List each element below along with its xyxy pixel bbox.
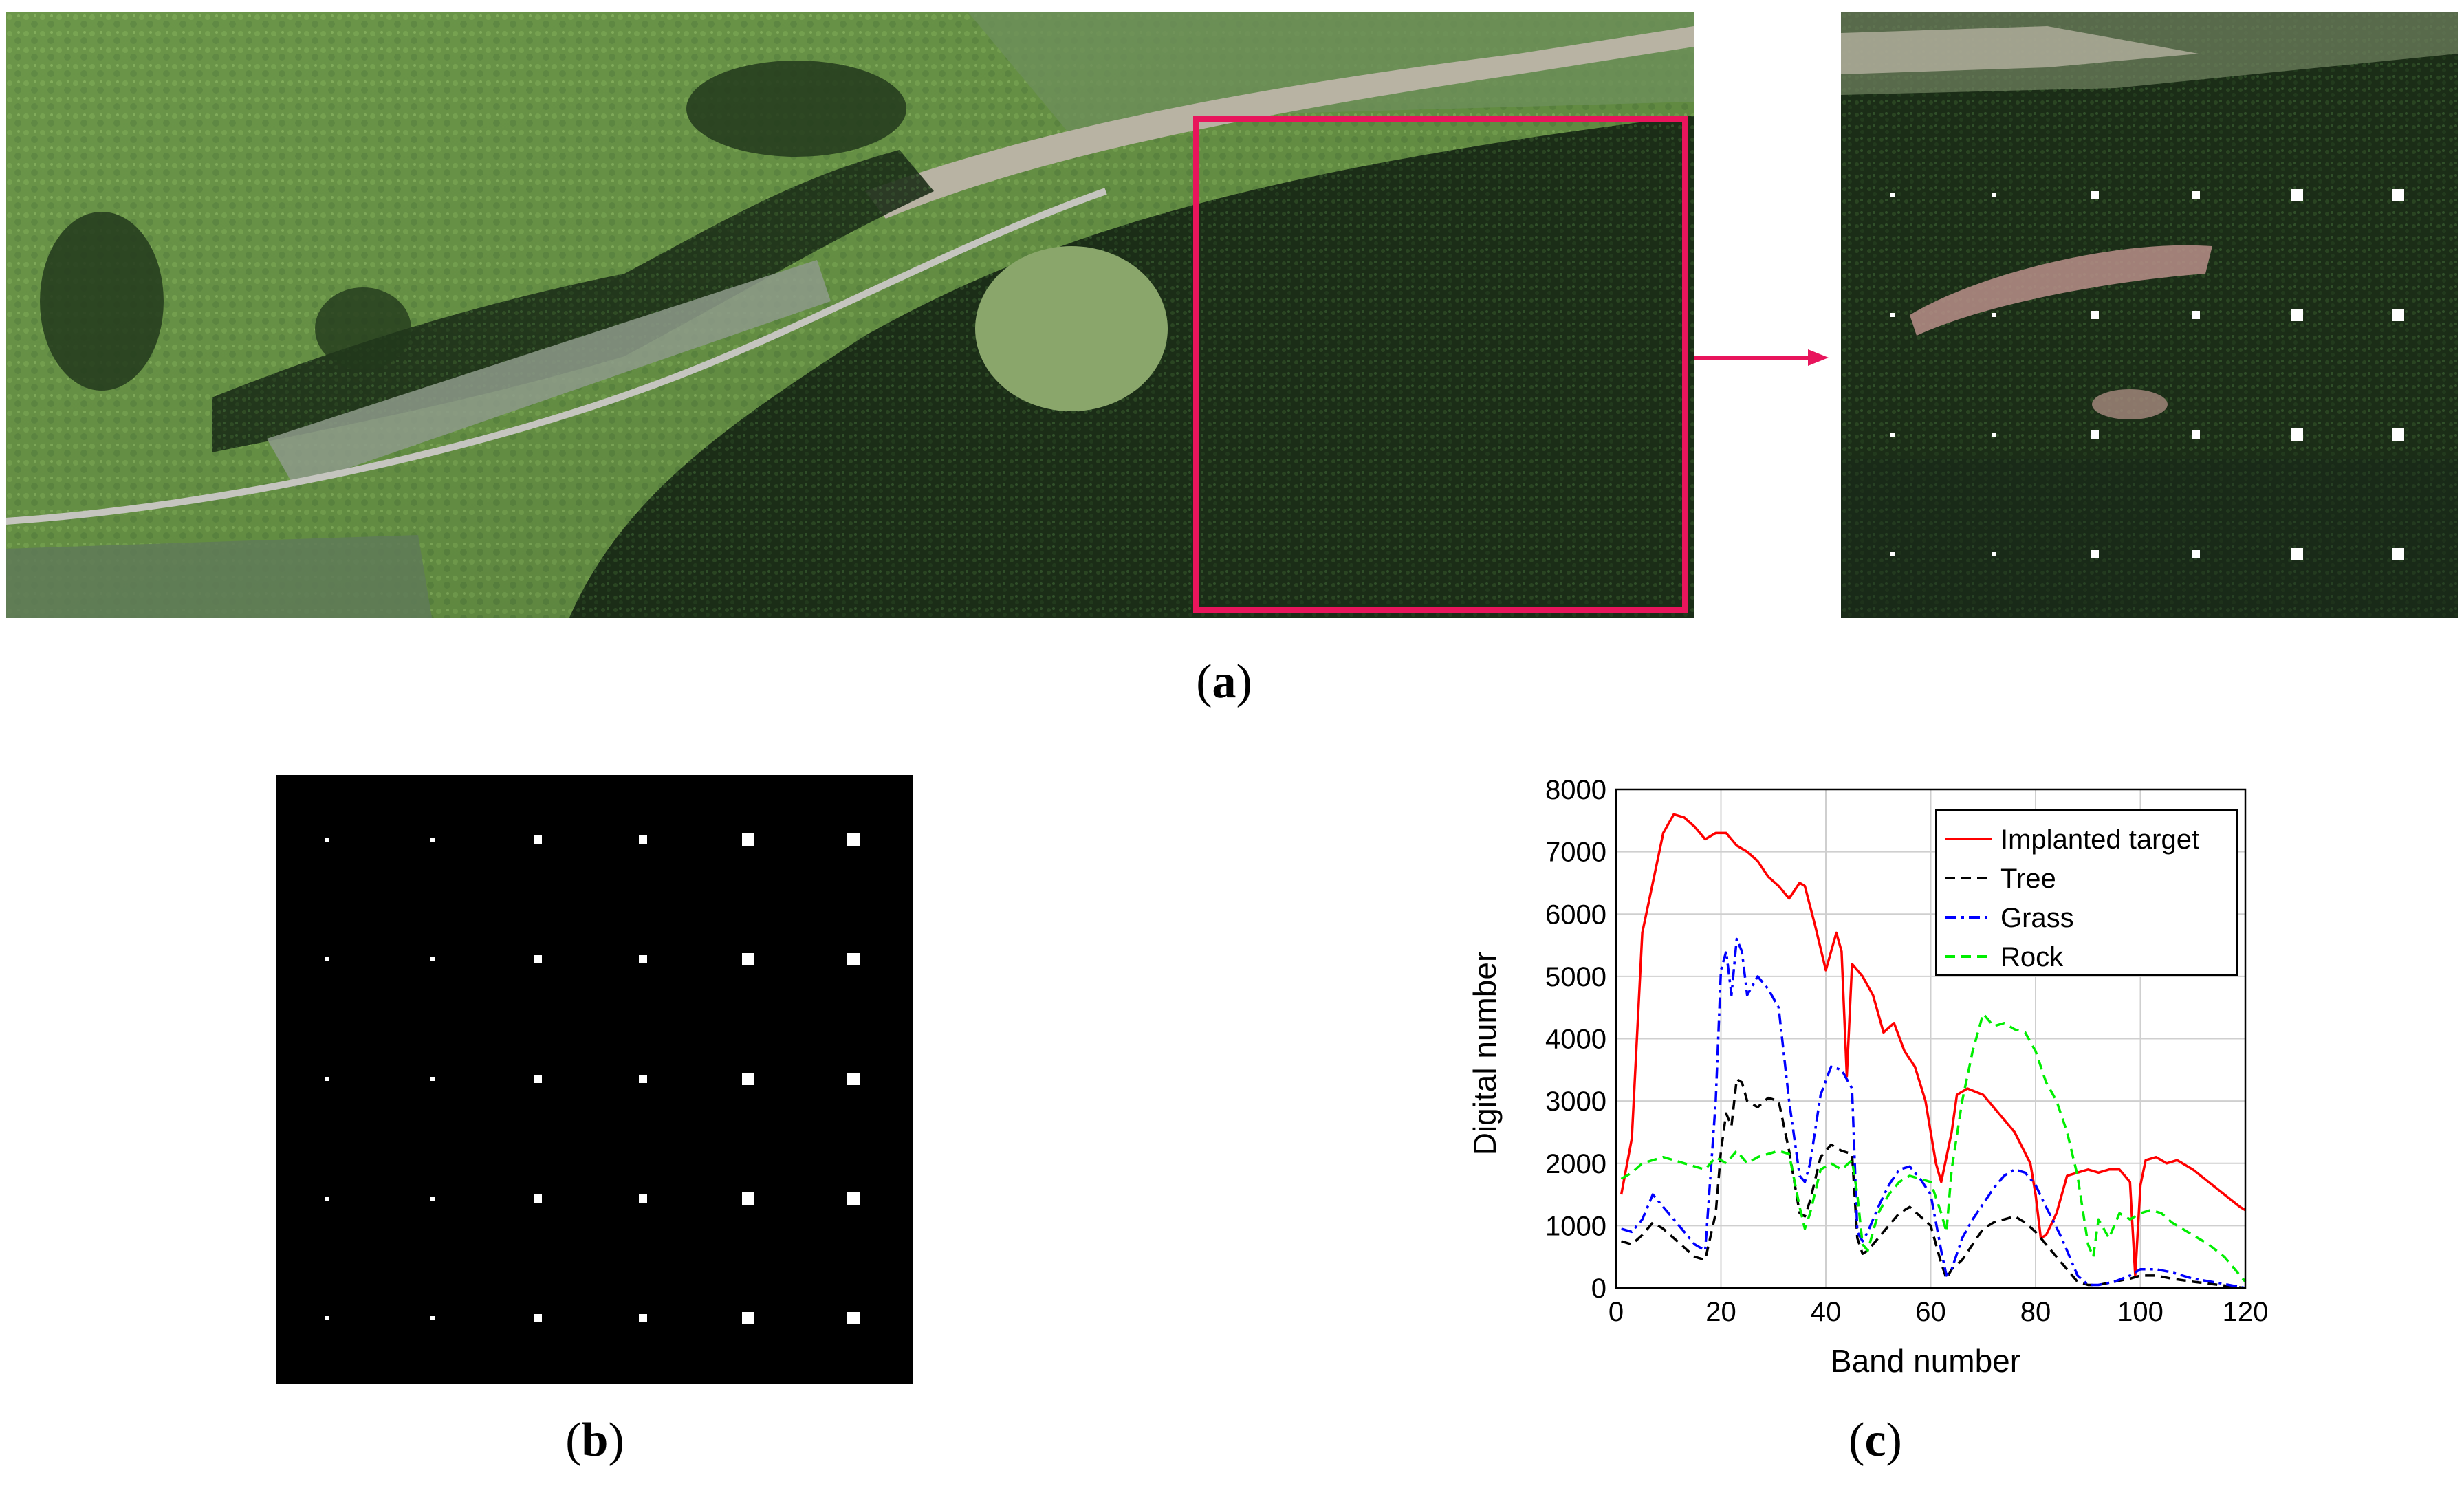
x-tick-label: 60	[1915, 1297, 1946, 1327]
y-tick-label: 5000	[1545, 962, 1606, 992]
zoom-target-r2c5	[2291, 309, 2303, 321]
y-tick-label: 8000	[1545, 775, 1606, 805]
target-square-r4c2	[430, 1197, 435, 1201]
zoom-target-r2c1	[1890, 313, 1895, 317]
chart-legend: Implanted target Tree Grass Rock	[1935, 809, 2238, 976]
zoom-target-r2c4	[2192, 311, 2200, 319]
target-square-r1c3	[534, 835, 542, 844]
legend-label: Rock	[2000, 942, 2064, 972]
target-square-r3c4	[639, 1075, 647, 1083]
x-tick-label: 120	[2223, 1297, 2269, 1327]
target-square-r1c5	[742, 833, 754, 846]
target-square-r2c2	[430, 957, 435, 961]
target-square-r4c4	[639, 1194, 647, 1203]
y-tick-label: 7000	[1545, 838, 1606, 868]
legend-label: Grass	[2000, 903, 2074, 933]
zoom-target-r4c5	[2291, 548, 2303, 560]
target-square-r5c1	[325, 1316, 329, 1320]
satellite-image	[5, 12, 1694, 618]
target-square-r2c1	[325, 957, 329, 961]
x-axis-label: Band number	[1831, 1343, 2020, 1379]
zoom-region-box	[1193, 116, 1688, 613]
target-square-r4c3	[534, 1194, 542, 1203]
zoom-target-r4c4	[2192, 550, 2200, 558]
series-line-grass	[1621, 937, 2246, 1289]
y-tick-label: 3000	[1545, 1086, 1606, 1117]
zoom-target-r2c3	[2091, 311, 2099, 319]
panel-b-target-map	[276, 775, 913, 1384]
spectral-chart: 0 20 40 60 80 100 120 0 1000 2000 3000 4000 5000 6000…	[1467, 775, 2268, 1379]
target-square-r3c6	[847, 1073, 860, 1085]
y-axis-label: Digital number	[1467, 952, 1503, 1156]
zoom-target-r2c2	[1992, 313, 1996, 317]
target-square-r2c3	[534, 955, 542, 963]
target-square-r3c1	[325, 1077, 329, 1081]
zoom-target-r1c1	[1890, 193, 1895, 197]
x-tick-label: 40	[1811, 1297, 1842, 1327]
target-square-r1c6	[847, 833, 860, 846]
legend-label: Tree	[2000, 864, 2056, 894]
target-square-r1c1	[325, 838, 329, 842]
y-tick-label: 4000	[1545, 1025, 1606, 1055]
x-tick-label: 80	[2020, 1297, 2051, 1327]
zoomed-scene	[1841, 12, 2458, 618]
series-line-implanted-target	[1620, 813, 2246, 1277]
zoom-target-r1c6	[2392, 189, 2404, 201]
target-square-r3c2	[430, 1077, 435, 1081]
plot-frame	[1615, 788, 2247, 1289]
zoom-target-r1c5	[2291, 189, 2303, 201]
zoom-target-r4c6	[2392, 548, 2404, 560]
target-square-r1c2	[430, 838, 435, 842]
panel-b-caption: (b)	[565, 1414, 624, 1467]
zoom-target-r1c2	[1992, 193, 1996, 197]
zoom-target-r4c2	[1992, 552, 1996, 556]
zoom-target-r3c1	[1890, 433, 1895, 437]
y-tick-label: 6000	[1545, 899, 1606, 930]
zoomed-targets	[1890, 189, 2404, 560]
y-tick-label: 2000	[1545, 1149, 1606, 1179]
target-square-r5c4	[639, 1314, 647, 1322]
zoom-target-r4c3	[2091, 550, 2099, 558]
arrow-icon	[1694, 349, 1829, 366]
target-square-r5c5	[742, 1312, 754, 1324]
series-line-tree	[1621, 1078, 2246, 1289]
target-square-r4c1	[325, 1197, 329, 1201]
panel-c-caption: (c)	[1849, 1414, 1902, 1467]
x-tick-label: 0	[1609, 1297, 1624, 1327]
target-square-r5c6	[847, 1312, 860, 1324]
zoom-target-r3c5	[2291, 428, 2303, 441]
target-square-r5c3	[534, 1314, 542, 1322]
zoom-target-r3c3	[2091, 430, 2099, 439]
zoom-target-r3c6	[2392, 428, 2404, 441]
zoom-target-r1c3	[2091, 191, 2099, 199]
target-square-r2c5	[742, 953, 754, 965]
target-square-r2c6	[847, 953, 860, 965]
target-map-grid	[325, 833, 860, 1324]
target-square-r2c4	[639, 955, 647, 963]
target-square-r3c3	[534, 1075, 542, 1083]
target-square-r4c5	[742, 1192, 754, 1205]
x-tick-label: 100	[2117, 1297, 2163, 1327]
legend-label: Implanted target	[2000, 824, 2199, 855]
zoom-target-r2c6	[2392, 309, 2404, 321]
x-tick-label: 20	[1705, 1297, 1736, 1327]
chart-series	[1620, 813, 2247, 1289]
zoom-target-r1c4	[2192, 191, 2200, 199]
chart-ticks: 0 20 40 60 80 100 120 0 1000 2000 3000 4000 5000 6000…	[1545, 775, 2268, 1327]
target-square-r4c6	[847, 1192, 860, 1205]
target-square-r3c5	[742, 1073, 754, 1085]
panel-a-scene	[5, 12, 1694, 618]
zoom-target-r4c1	[1890, 552, 1895, 556]
panel-a-caption: (a)	[1196, 655, 1252, 708]
zoom-target-r3c4	[2192, 430, 2200, 439]
zoomed-image	[1841, 12, 2458, 618]
target-square-r5c2	[430, 1316, 435, 1320]
target-square-r1c4	[639, 835, 647, 844]
zoom-target-r3c2	[1992, 433, 1996, 437]
y-tick-label: 1000	[1545, 1211, 1606, 1241]
y-tick-label: 0	[1591, 1274, 1606, 1304]
